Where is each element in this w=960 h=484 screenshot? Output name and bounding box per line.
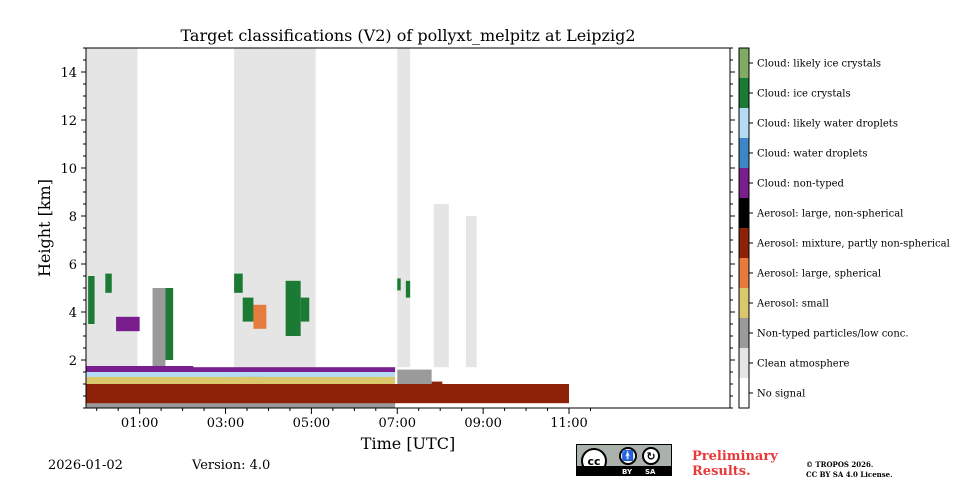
class-region-10 — [116, 316, 140, 332]
cc-sa-label: SA — [645, 468, 656, 476]
class-region-37 — [433, 204, 449, 368]
x-axis-label: Time [UTC] — [361, 434, 455, 453]
colorbar-label: No signal — [757, 389, 805, 400]
class-region-39 — [397, 278, 401, 291]
colorbar-label: Aerosol: mixture, partly non-spherical — [756, 239, 950, 250]
class-region-36 — [397, 48, 411, 368]
colorbar-swatch — [739, 348, 749, 378]
cc-license-badge: cc 🚹 ↻ BY SA — [576, 444, 672, 476]
colorbar-swatch — [739, 198, 749, 228]
preliminary-line-2: Results. — [692, 464, 751, 479]
colorbar-swatch — [739, 228, 749, 258]
class-region-29 — [86, 372, 396, 377]
chart-title: Target classifications (V2) of pollyxt_m… — [180, 26, 635, 45]
y-tick-label: 2 — [69, 354, 77, 369]
y-tick-label: 4 — [69, 306, 77, 321]
class-region-30 — [86, 367, 396, 372]
colorbar-swatch — [739, 168, 749, 198]
y-tick-label: 14 — [60, 66, 77, 81]
colorbar-swatch — [739, 138, 749, 168]
class-region-23 — [242, 297, 254, 322]
y-tick-label: 8 — [69, 210, 77, 225]
y-axis-label: Height [km] — [35, 179, 54, 277]
y-tick-label: 10 — [60, 162, 77, 177]
plot-area — [86, 48, 569, 408]
x-tick-label: 01:00 — [121, 416, 158, 431]
class-region-22 — [234, 273, 243, 293]
class-region-24 — [285, 280, 301, 336]
colorbar-label: Cloud: likely water droplets — [757, 119, 898, 130]
cc-by-label: BY — [622, 468, 633, 476]
class-region-26 — [253, 304, 267, 329]
x-tick-label: 05:00 — [293, 416, 330, 431]
class-region-11 — [88, 276, 95, 324]
colorbar-label: Clean atmosphere — [757, 359, 850, 370]
footer-date: 2026-01-02 — [48, 458, 123, 473]
colorbar-frame — [738, 47, 750, 409]
colorbar-swatch — [739, 378, 749, 408]
class-region-12 — [105, 273, 112, 293]
colorbar-label: Cloud: likely ice crystals — [757, 59, 881, 70]
class-region-8 — [152, 288, 166, 366]
share-alike-icon: ↻ — [642, 447, 660, 465]
class-region-40 — [405, 280, 411, 298]
cc-label-bar: BY SA — [577, 466, 671, 476]
y-axis: 2 4 6 8 10 12 14 — [60, 47, 735, 409]
colorbar-swatch — [739, 78, 749, 108]
x-tick-label: 11:00 — [550, 416, 587, 431]
colorbar-label: Cloud: ice crystals — [757, 89, 851, 100]
class-region-25 — [300, 297, 310, 322]
colorbar-label: Aerosol: small — [756, 299, 829, 310]
footer-version: Version: 4.0 — [192, 458, 271, 473]
colorbar-legend: No signal Clean atmosphere Non-typed parti… — [738, 47, 950, 409]
colorbar-swatch — [739, 108, 749, 138]
colorbar-label: Aerosol: large, non-spherical — [756, 209, 903, 220]
x-tick-label: 07:00 — [379, 416, 416, 431]
y-tick-label: 12 — [60, 114, 77, 129]
colorbar-swatch — [739, 288, 749, 318]
colorbar-label: Aerosol: large, spherical — [756, 269, 881, 280]
colorbar-swatch — [739, 258, 749, 288]
copyright-line-2: CC BY SA 4.0 License. — [806, 470, 893, 479]
copyright-notice: © TROPOS 2026. CC BY SA 4.0 License. — [806, 460, 893, 480]
preliminary-line-1: Preliminary — [692, 449, 778, 464]
class-region-33 — [86, 384, 569, 404]
x-tick-label: 09:00 — [464, 416, 501, 431]
class-region-9 — [165, 288, 174, 360]
colorbar-swatch — [739, 48, 749, 78]
colorbar-label: Cloud: non-typed — [757, 179, 845, 190]
colorbar-swatch — [739, 318, 749, 348]
x-tick-label: 03:00 — [207, 416, 244, 431]
attribution-icon: 🚹 — [619, 447, 637, 465]
preliminary-notice: Preliminary Results. — [692, 449, 778, 479]
colorbar-label: Non-typed particles/low conc. — [757, 329, 909, 340]
colorbar-label: Cloud: water droplets — [757, 149, 868, 160]
class-region-38 — [465, 216, 477, 368]
y-tick-label: 6 — [69, 258, 77, 273]
copyright-line-1: © TROPOS 2026. — [806, 460, 874, 469]
